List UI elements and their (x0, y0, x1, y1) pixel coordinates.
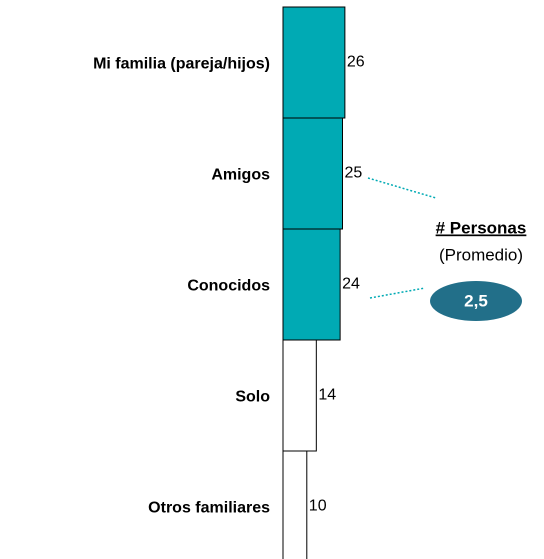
annotation-subtitle: (Promedio) (439, 245, 523, 264)
value-label: 10 (309, 498, 327, 515)
category-label: Otros familiares (148, 500, 270, 517)
value-label: 25 (345, 165, 363, 182)
annotation-title: # Personas (436, 218, 527, 237)
annotation-badge (430, 281, 522, 321)
category-label: Solo (235, 389, 270, 406)
connector (369, 287, 426, 299)
category-label: Mi familia (pareja/hijos) (93, 56, 270, 73)
bar (282, 228, 341, 341)
bar (282, 117, 343, 230)
value-label: 26 (347, 54, 365, 71)
category-label: Conocidos (187, 278, 270, 295)
bar (282, 6, 346, 119)
annotation-value: 2,5 (464, 291, 488, 310)
value-label: 14 (318, 387, 336, 404)
bar (282, 450, 308, 559)
bar (282, 339, 317, 452)
connector (367, 177, 437, 199)
category-label: Amigos (211, 167, 270, 184)
value-label: 24 (342, 276, 360, 293)
